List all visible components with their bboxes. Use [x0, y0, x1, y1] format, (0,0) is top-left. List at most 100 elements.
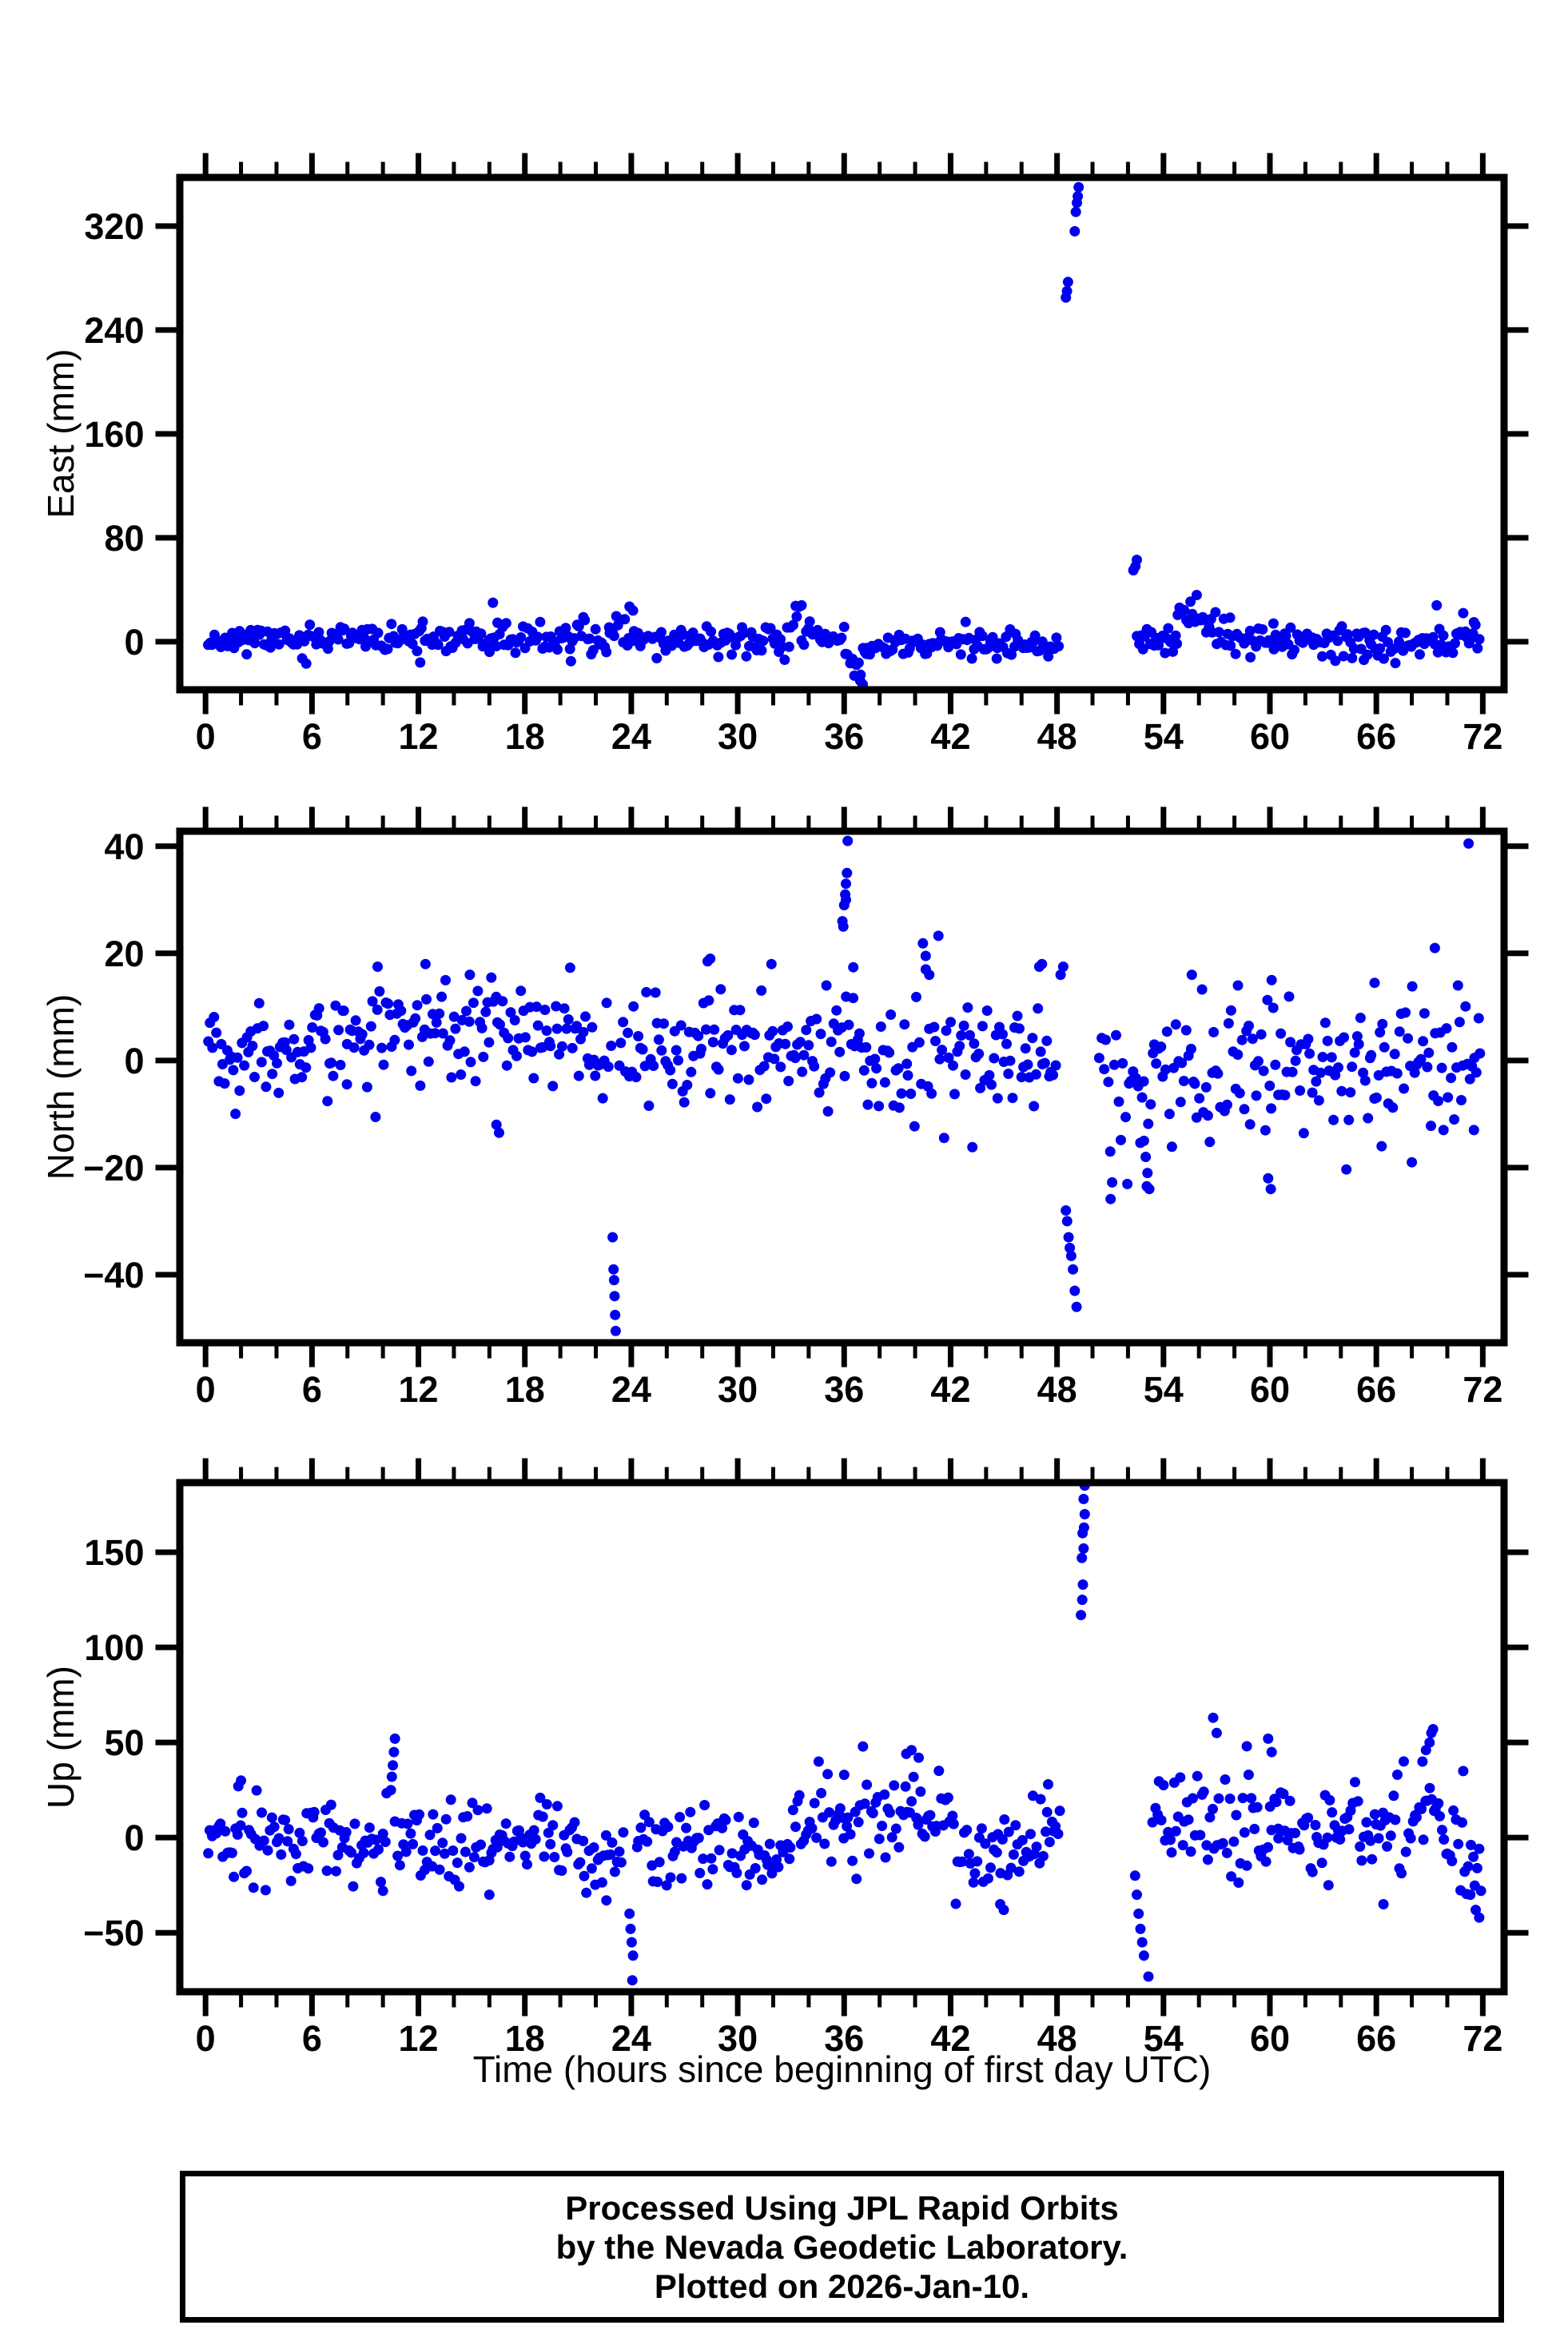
- data-point: [1137, 643, 1148, 655]
- data-point: [806, 1823, 818, 1833]
- data-point: [788, 619, 798, 631]
- data-point: [1371, 1092, 1382, 1103]
- north-x-tick-label: 36: [824, 1369, 864, 1410]
- data-point: [330, 1000, 341, 1011]
- data-point: [1033, 1003, 1044, 1014]
- data-point: [569, 1817, 580, 1828]
- data-point: [515, 985, 527, 997]
- data-point: [811, 1013, 822, 1025]
- data-point: [484, 647, 495, 658]
- data-point: [356, 1029, 368, 1040]
- data-point: [656, 1045, 667, 1056]
- data-point: [741, 1880, 752, 1891]
- data-point: [625, 1923, 636, 1934]
- data-point: [561, 1023, 572, 1034]
- data-point: [1065, 1242, 1076, 1253]
- data-point: [273, 639, 285, 650]
- east-x-tick-label: 60: [1250, 716, 1290, 757]
- data-point: [687, 627, 698, 639]
- data-point: [665, 1872, 676, 1883]
- data-point: [269, 1821, 280, 1833]
- data-point: [1061, 1216, 1073, 1227]
- data-point: [601, 647, 612, 658]
- data-point: [1351, 1031, 1363, 1042]
- data-point: [784, 1853, 795, 1865]
- data-point: [1029, 1101, 1040, 1112]
- data-point: [874, 1833, 885, 1845]
- data-point: [997, 1029, 1008, 1040]
- data-point: [545, 1041, 556, 1052]
- footer-line-1: Processed Using JPL Rapid Orbits: [565, 2188, 1119, 2227]
- data-point: [464, 1861, 475, 1873]
- data-point: [1270, 1059, 1281, 1070]
- data-point: [933, 930, 944, 942]
- data-point: [673, 1055, 684, 1066]
- data-point: [929, 1021, 940, 1033]
- data-point: [1441, 1023, 1452, 1034]
- data-point: [1345, 1087, 1356, 1098]
- data-point: [607, 1837, 618, 1848]
- up-x-tick-label: 0: [196, 2018, 216, 2059]
- data-point: [464, 618, 475, 629]
- data-point: [1285, 622, 1296, 633]
- data-point: [1474, 1843, 1485, 1854]
- data-point: [999, 1814, 1010, 1825]
- east-x-tick-label: 12: [399, 716, 439, 757]
- data-point: [643, 1101, 655, 1111]
- data-point: [1003, 1826, 1014, 1837]
- data-point: [734, 1005, 746, 1016]
- data-point: [1166, 1847, 1177, 1858]
- data-point: [1212, 1068, 1224, 1079]
- data-point: [491, 1119, 502, 1130]
- data-point: [1164, 1109, 1175, 1120]
- data-point: [404, 1039, 414, 1050]
- data-point: [424, 1829, 436, 1841]
- data-point: [1369, 1809, 1380, 1820]
- data-point: [798, 1049, 810, 1061]
- up-points-group: [203, 1483, 1486, 1986]
- data-point: [432, 639, 444, 651]
- data-point: [631, 1072, 642, 1083]
- up-x-tick-label: 6: [302, 2018, 322, 2059]
- data-point: [1224, 1794, 1236, 1804]
- data-point: [467, 1798, 478, 1809]
- data-point: [1338, 651, 1349, 662]
- data-point: [842, 1812, 854, 1823]
- data-point: [504, 1851, 515, 1862]
- data-point: [1396, 1868, 1407, 1879]
- data-point: [300, 658, 312, 669]
- data-point: [545, 1838, 556, 1849]
- north-x-tick-label: 66: [1356, 1369, 1396, 1410]
- data-point: [1196, 984, 1208, 995]
- data-point: [1116, 1134, 1126, 1145]
- data-point: [603, 1061, 614, 1073]
- data-point: [377, 1828, 388, 1839]
- data-point: [1230, 648, 1241, 659]
- data-point: [1389, 1049, 1400, 1060]
- data-point: [237, 1807, 248, 1818]
- data-point: [1136, 1937, 1148, 1948]
- data-point: [1143, 1971, 1154, 1982]
- data-point: [848, 961, 859, 973]
- north-y-tick-label: 20: [104, 934, 144, 974]
- data-point: [258, 1021, 269, 1032]
- data-point: [1188, 1793, 1198, 1804]
- data-point: [702, 1879, 713, 1890]
- data-point: [1133, 1908, 1144, 1919]
- data-point: [743, 1074, 754, 1085]
- data-point: [1463, 1861, 1474, 1872]
- data-point: [1283, 991, 1295, 1002]
- data-point: [1415, 1053, 1427, 1065]
- data-point: [756, 645, 767, 656]
- data-point: [750, 1863, 761, 1873]
- data-point: [877, 1821, 888, 1831]
- data-point: [732, 1073, 743, 1084]
- footer-box: Processed Using JPL Rapid Orbits by the …: [180, 2171, 1504, 2323]
- data-point: [440, 974, 451, 985]
- data-point: [889, 1780, 900, 1791]
- data-point: [1037, 958, 1048, 969]
- data-point: [822, 1769, 834, 1780]
- data-point: [1221, 1847, 1232, 1858]
- data-point: [1061, 1205, 1072, 1216]
- data-point: [1352, 1796, 1363, 1807]
